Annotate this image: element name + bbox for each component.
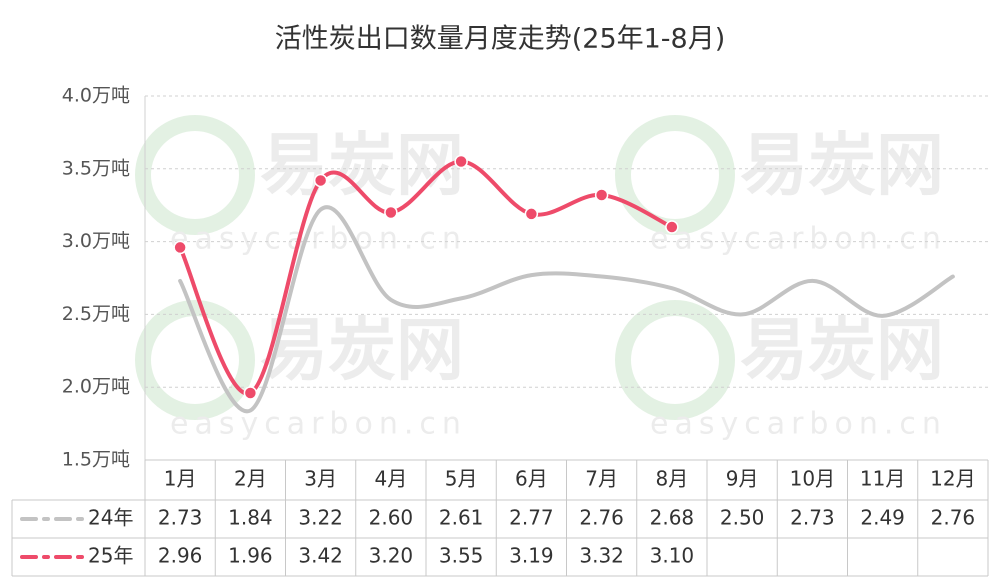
chart-title: 活性炭出口数量月度走势(25年1-8月) xyxy=(275,24,726,55)
table-value: 2.68 xyxy=(650,506,695,530)
watermark-logo xyxy=(135,115,255,235)
watermark-logo xyxy=(615,300,735,420)
watermark-url: easycarbon.cn xyxy=(650,222,947,257)
point xyxy=(243,386,258,400)
table-value: 2.73 xyxy=(790,506,835,530)
point xyxy=(384,205,398,220)
y-tick-label: 4.0万吨 xyxy=(62,85,130,107)
y-tick-label: 3.5万吨 xyxy=(62,157,130,179)
watermark-logo xyxy=(135,300,255,420)
point xyxy=(594,188,609,202)
table-value: 3.22 xyxy=(298,506,343,530)
table-value: 2.96 xyxy=(158,544,203,568)
watermark-text: 易炭网 xyxy=(740,127,944,206)
x-tick-label: 1月 xyxy=(164,467,197,491)
point xyxy=(524,207,539,221)
point xyxy=(454,154,468,169)
x-tick-label: 12月 xyxy=(930,467,975,491)
table-value: 3.42 xyxy=(298,544,343,568)
watermark-text: 易炭网 xyxy=(740,312,944,391)
table-value: 1.84 xyxy=(228,506,273,530)
x-tick-label: 3月 xyxy=(304,467,337,491)
x-tick-label: 2月 xyxy=(234,467,267,491)
point xyxy=(313,173,328,188)
table-value: 2.76 xyxy=(579,506,624,530)
x-tick-label: 6月 xyxy=(515,467,548,491)
table-value: 2.50 xyxy=(720,506,765,530)
legend-label: 25年 xyxy=(88,544,133,568)
x-tick-label: 7月 xyxy=(585,467,618,491)
watermark-url: easycarbon.cn xyxy=(170,222,467,257)
table-value: 2.76 xyxy=(931,506,976,530)
x-tick-label: 9月 xyxy=(726,467,759,491)
table-value: 3.19 xyxy=(509,544,554,568)
table-value: 3.32 xyxy=(579,544,624,568)
y-tick-label: 2.5万吨 xyxy=(62,303,130,325)
series-line xyxy=(178,205,955,414)
point xyxy=(173,240,187,255)
x-tick-label: 8月 xyxy=(656,467,689,491)
y-tick-label: 3.0万吨 xyxy=(62,230,130,252)
table-value: 1.96 xyxy=(228,544,273,568)
table-value: 2.73 xyxy=(158,506,203,530)
table-value: 2.61 xyxy=(439,506,484,530)
watermark-url: easycarbon.cn xyxy=(650,407,947,442)
table-value: 3.55 xyxy=(439,544,484,568)
point xyxy=(665,220,679,234)
x-tick-label: 4月 xyxy=(375,467,408,491)
table-value: 2.49 xyxy=(860,506,905,530)
x-tick-label: 11月 xyxy=(860,467,905,491)
x-tick-label: 5月 xyxy=(445,467,478,491)
table-value: 2.77 xyxy=(509,506,554,530)
legend-label: 24年 xyxy=(88,506,133,530)
table-value: 3.20 xyxy=(369,544,414,568)
x-tick-label: 10月 xyxy=(790,467,835,491)
y-tick-label: 2.0万吨 xyxy=(62,376,130,398)
y-tick-label: 1.5万吨 xyxy=(62,449,130,471)
table-value: 2.60 xyxy=(369,506,414,530)
watermark-url: easycarbon.cn xyxy=(170,407,467,442)
watermark-text: 易炭网 xyxy=(260,312,464,391)
table-value: 3.10 xyxy=(650,544,695,568)
